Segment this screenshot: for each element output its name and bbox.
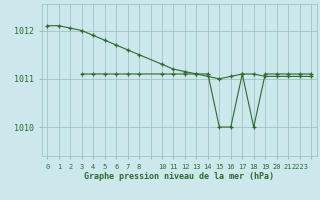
X-axis label: Graphe pression niveau de la mer (hPa): Graphe pression niveau de la mer (hPa) bbox=[84, 172, 274, 181]
